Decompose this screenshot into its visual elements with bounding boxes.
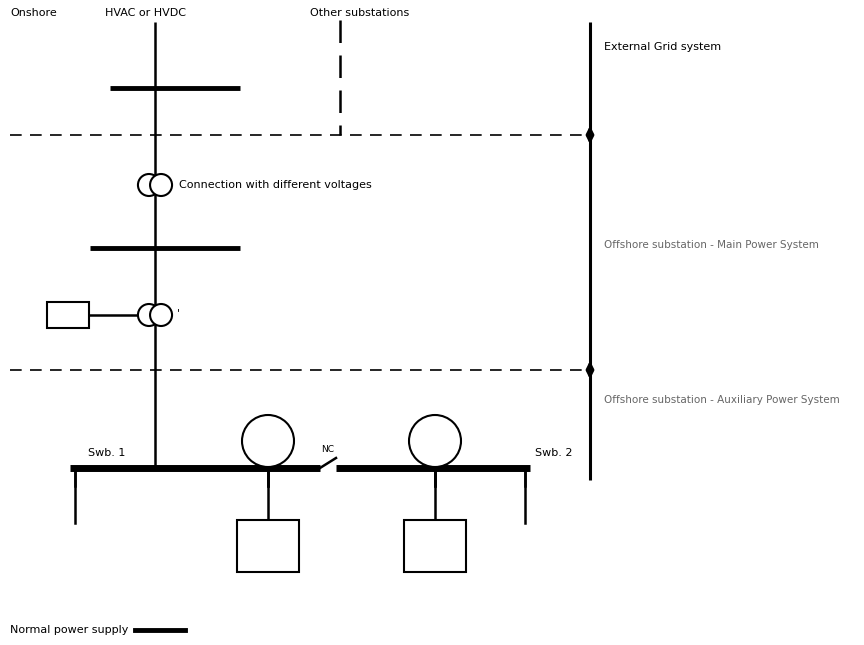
Text: Swb. 1: Swb. 1 xyxy=(87,448,125,458)
Circle shape xyxy=(242,415,294,467)
Text: HVAC or HVDC: HVAC or HVDC xyxy=(105,8,186,18)
Text: ': ' xyxy=(177,308,180,318)
Text: Onshore: Onshore xyxy=(10,8,57,18)
Text: WTG: WTG xyxy=(54,310,83,320)
FancyBboxPatch shape xyxy=(404,520,466,572)
Text: UPS for
transitional
source of power: UPS for transitional source of power xyxy=(404,531,466,561)
Circle shape xyxy=(138,304,160,326)
Text: Swb. 2: Swb. 2 xyxy=(535,448,573,458)
FancyBboxPatch shape xyxy=(47,302,89,328)
Text: Connection with different voltages: Connection with different voltages xyxy=(179,180,372,190)
Text: Other substations: Other substations xyxy=(310,8,410,18)
Text: Normal power supply: Normal power supply xyxy=(10,625,129,635)
Circle shape xyxy=(409,415,461,467)
Text: UPS for
transitional
source of power: UPS for transitional source of power xyxy=(238,531,299,561)
Text: NC: NC xyxy=(321,445,334,454)
FancyBboxPatch shape xyxy=(237,520,299,572)
Text: Offshore substation - Auxiliary Power System: Offshore substation - Auxiliary Power Sy… xyxy=(604,395,840,405)
Text: External Grid system: External Grid system xyxy=(604,42,721,52)
Text: Generator: Generator xyxy=(416,437,454,446)
Circle shape xyxy=(138,174,160,196)
Text: Generator: Generator xyxy=(249,437,288,446)
Circle shape xyxy=(150,174,172,196)
Circle shape xyxy=(150,304,172,326)
Text: Offshore substation - Main Power System: Offshore substation - Main Power System xyxy=(604,240,819,250)
